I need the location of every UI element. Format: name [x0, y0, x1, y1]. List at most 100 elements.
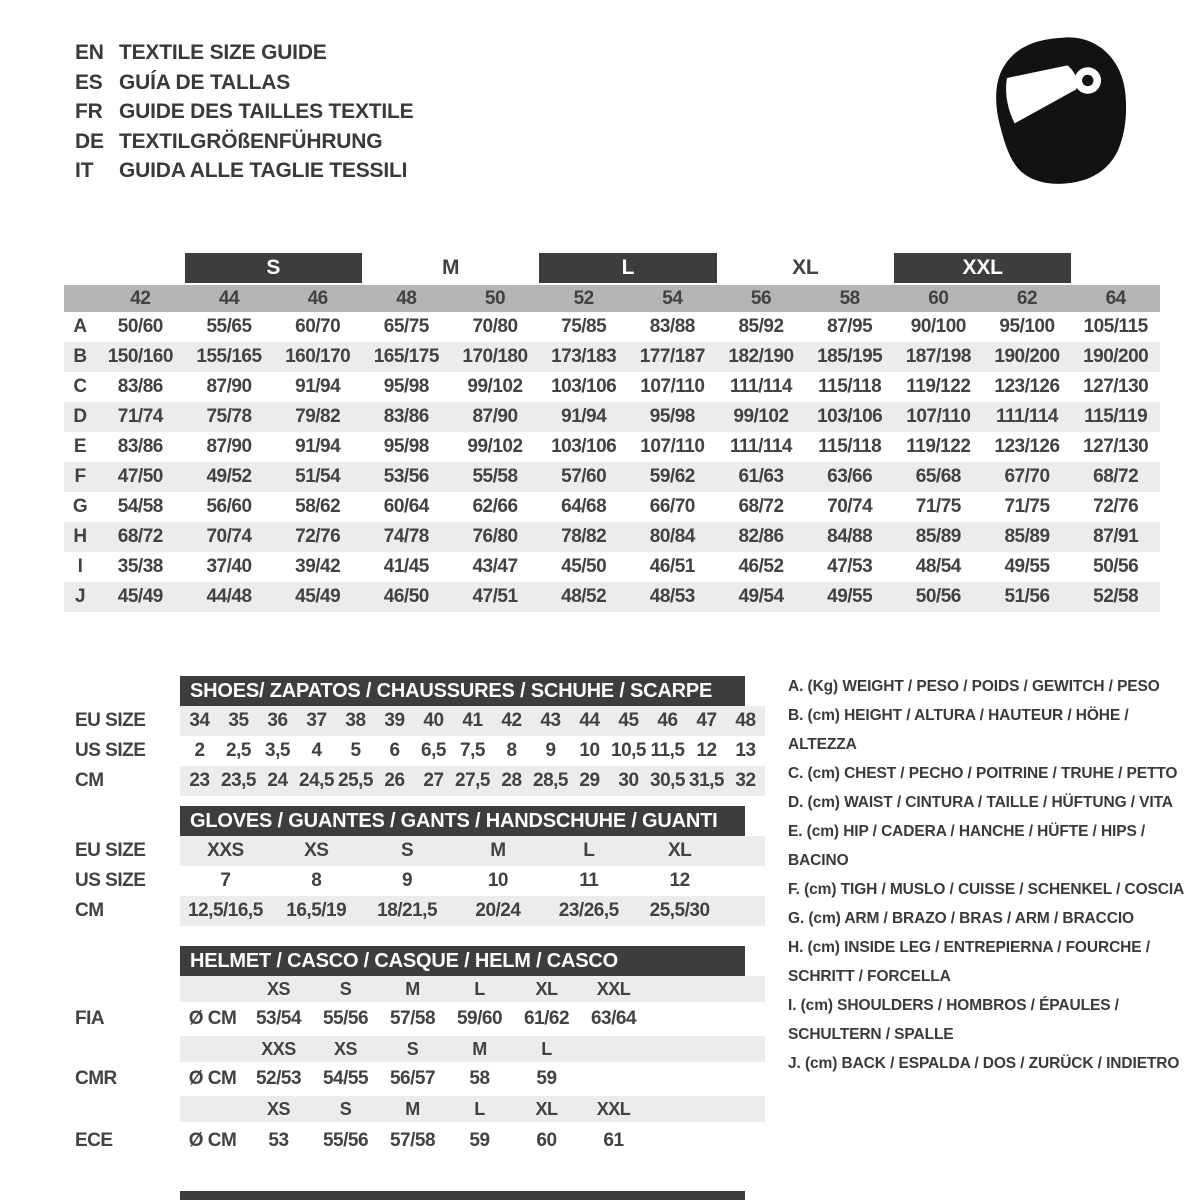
size-value: 50/60	[117, 316, 164, 337]
size-value: 91/94	[295, 436, 341, 457]
values-row: Ø CM 53/54 55/56 57/58 59/60 61/62 63/64	[180, 1002, 765, 1036]
size-value: 3,5	[265, 740, 290, 761]
standard-label: ECE	[75, 1130, 113, 1151]
size-value: 82/86	[738, 526, 784, 547]
size-value: 10,5	[611, 740, 646, 761]
size-value: 60/70	[295, 316, 341, 337]
gloves-rows: EU SIZE XXS XS S M L XL US SIZE 7 8 9 10 11 12 CM 12,5/…	[75, 836, 765, 926]
row-label: B	[73, 346, 87, 367]
size-value: 119/122	[906, 376, 971, 397]
values-row: 2 2,5 3,5 4 5 6 6,5 7,5 8 9 10 10,5 11,5 12 13	[180, 736, 765, 766]
guide-title: GUIDE DES TAILLES TEXTILE	[119, 100, 414, 123]
guide-title: TEXTILGRÖßENFÜHRUNG	[119, 129, 383, 153]
size-value: 7	[220, 870, 231, 891]
standard-label: FIA	[75, 1008, 105, 1029]
row-label: D	[73, 406, 87, 427]
language-code: EN	[75, 41, 104, 64]
shoes-rows: EU SIZE 34 35 36 37 38 39 40 41 42 43 44 45 46 47 48 US …	[75, 706, 765, 796]
measurement-row: D 71/74 75/78 79/82 83/86 87/90 91/94 95/98 99/1…	[64, 402, 1160, 432]
size-value: 41	[462, 710, 483, 731]
size-value: 84/88	[827, 526, 873, 547]
helmet-row: XS S M L XL XXL	[75, 976, 765, 1002]
size-value: 48/52	[561, 586, 607, 607]
size-value: 111/114	[729, 376, 793, 397]
legend-text: ARM / BRAZO / BRAS / ARM / BRACCIO	[844, 910, 1134, 927]
legend-unit: (cm)	[804, 1055, 842, 1072]
row-label: US SIZE	[75, 740, 146, 761]
size-value: 150/160	[107, 346, 174, 367]
legend-text: HIP / CADERA / HANCHE / HÜFTE / HIPS / B…	[788, 823, 1146, 869]
legend-item: H. (cm) INSIDE LEG / ENTREPIERNA / FOURC…	[788, 933, 1190, 991]
size-value: 107/110	[640, 436, 705, 457]
helmet-rows: XS S M L XL XXL FIA Ø CM 53/54 55/56 57/58 59/60 61/…	[75, 976, 765, 1160]
size-value: 99/102	[467, 436, 523, 457]
size-header: XS	[333, 1038, 358, 1059]
size-value: 173/183	[551, 346, 617, 367]
size-value: 55/56	[322, 1008, 369, 1029]
size-value: 46/51	[649, 556, 696, 577]
sub-row: CM 12,5/16,5 16,5/19 18/21,5 20/24 23/26,5 25,…	[75, 896, 765, 926]
values-row: Ø CM 53 55/56 57/58 59 60 61	[180, 1122, 765, 1160]
size-value: 28	[501, 770, 522, 791]
size-value: 58	[469, 1068, 490, 1089]
size-group-xxl: XXL	[893, 253, 1072, 283]
size-value: 42	[501, 710, 522, 731]
values-row: Ø CM 52/53 54/55 56/57 58 59	[180, 1062, 765, 1096]
legend-text: HEIGHT / ALTURA / HAUTEUR / HÖHE / ALTEZ…	[788, 707, 1129, 753]
size-value: 9	[402, 870, 413, 891]
values-row: XXS XS S M L	[180, 1036, 765, 1062]
size-value: 35	[228, 710, 249, 731]
size-value: 177/187	[639, 346, 706, 367]
legend-key: H.	[788, 939, 808, 956]
size-header: XXS	[261, 1038, 296, 1059]
legend-item: J. (cm) BACK / ESPALDA / DOS / ZURÜCK / …	[788, 1049, 1190, 1078]
size-value: 23,5	[221, 770, 256, 791]
size-value: 46/52	[738, 556, 784, 577]
size-value: 80/84	[649, 526, 696, 547]
standard-label	[75, 1036, 180, 1062]
size-value: 83/86	[383, 406, 430, 427]
size-value: 24	[267, 770, 288, 791]
size-value: 47/53	[827, 556, 873, 577]
size-value: 64/68	[561, 496, 607, 517]
size-value: 59/62	[649, 466, 696, 487]
size-value: 61/62	[523, 1008, 570, 1029]
size-group-m: M	[442, 256, 460, 279]
size-header: XS	[266, 1098, 291, 1119]
row-label: CM	[75, 900, 104, 921]
legend-text: INSIDE LEG / ENTREPIERNA / FOURCHE / SCH…	[788, 939, 1150, 985]
size-value: 27	[423, 770, 444, 791]
size-value: 57/58	[389, 1008, 436, 1029]
size-value: 53/54	[255, 1008, 302, 1029]
measurement-row: G 54/58 56/60 58/62 60/64 62/66 64/68 66/70 68/7…	[64, 492, 1160, 522]
size-value: 59	[536, 1068, 557, 1089]
size-value: 59	[469, 1130, 490, 1151]
size-value: 61	[603, 1130, 624, 1151]
size-value: 48	[735, 710, 756, 731]
size-value: 79/82	[295, 406, 341, 427]
legend-list: A. (Kg) WEIGHT / PESO / POIDS / GEWITCH …	[788, 672, 1190, 1078]
legend-text: SHOULDERS / HOMBROS / ÉPAULES / SCHULTER…	[788, 997, 1119, 1043]
size-value: 190/200	[1083, 346, 1149, 367]
size-value: 53	[268, 1130, 289, 1151]
size-column-header: 62	[1016, 287, 1038, 309]
language-code: IT	[75, 159, 94, 182]
size-group-s: S	[184, 253, 362, 283]
row-label: CM	[75, 770, 104, 791]
helmet-title: HELMET / CASCO / CASQUE / HELM / CASCO	[190, 949, 618, 972]
guide-title: TEXTILE SIZE GUIDE	[119, 41, 327, 64]
size-value: 50/56	[915, 586, 962, 607]
size-value: 48/54	[915, 556, 962, 577]
size-value: 63/66	[827, 466, 873, 487]
guide-title: GUÍA DE TALLAS	[119, 70, 291, 94]
row-label: EU SIZE	[75, 840, 146, 861]
size-header: XS	[266, 978, 291, 999]
size-value: 29	[579, 770, 600, 791]
size-value: 13	[735, 740, 756, 761]
language-title-list: EN TEXTILE SIZE GUIDE ES GUÍA DE TALLAS FR GU…	[75, 38, 414, 186]
size-value: 103/106	[817, 406, 883, 427]
helmet-row: XS S M L XL XXL	[75, 1096, 765, 1122]
size-value: 61/63	[738, 466, 784, 487]
size-value: 8	[506, 740, 517, 761]
legend-unit: (cm)	[807, 765, 845, 782]
